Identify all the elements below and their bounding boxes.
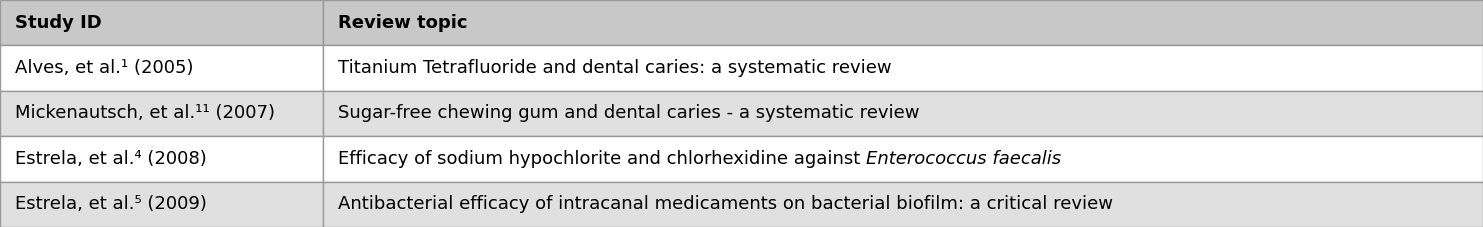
- Bar: [323, 91, 1483, 136]
- Text: Antibacterial efficacy of intracanal medicaments on bacterial biofilm: a critica: Antibacterial efficacy of intracanal med…: [338, 195, 1114, 213]
- Bar: [0, 0, 323, 45]
- Text: Review topic: Review topic: [338, 14, 467, 32]
- Text: Estrela, et al.⁵ (2009): Estrela, et al.⁵ (2009): [15, 195, 206, 213]
- Text: Titanium Tetrafluoride and dental caries: a systematic review: Titanium Tetrafluoride and dental caries…: [338, 59, 891, 77]
- Text: Efficacy of sodium hypochlorite and chlorhexidine against: Efficacy of sodium hypochlorite and chlo…: [338, 150, 866, 168]
- Bar: [0, 182, 323, 227]
- Bar: [0, 91, 323, 136]
- Bar: [323, 136, 1483, 182]
- Text: Mickenautsch, et al.¹¹ (2007): Mickenautsch, et al.¹¹ (2007): [15, 104, 274, 123]
- Text: Sugar-free chewing gum and dental caries - a systematic review: Sugar-free chewing gum and dental caries…: [338, 104, 919, 123]
- Text: Study ID: Study ID: [15, 14, 102, 32]
- Text: Enterococcus faecalis: Enterococcus faecalis: [866, 150, 1062, 168]
- Bar: [323, 182, 1483, 227]
- Bar: [0, 45, 323, 91]
- Text: Alves, et al.¹ (2005): Alves, et al.¹ (2005): [15, 59, 193, 77]
- Bar: [0, 136, 323, 182]
- Bar: [323, 45, 1483, 91]
- Text: Estrela, et al.⁴ (2008): Estrela, et al.⁴ (2008): [15, 150, 206, 168]
- Bar: [323, 0, 1483, 45]
